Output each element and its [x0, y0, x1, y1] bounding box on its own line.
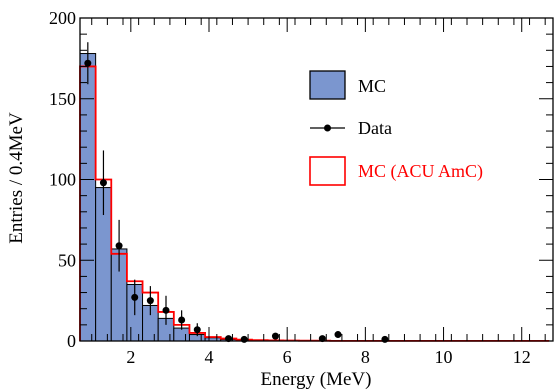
x-tick-label: 6 — [283, 347, 292, 367]
data-marker — [240, 335, 248, 343]
axis-ticks: 2 4 6 8 10 12 0 50 100 150 200 — [49, 8, 553, 367]
legend-mc-swatch — [309, 70, 346, 100]
data-marker — [162, 306, 170, 314]
y-tick-label: 0 — [67, 331, 76, 351]
data-point — [162, 295, 170, 325]
y-tick-label: 150 — [49, 89, 76, 109]
data-point — [381, 335, 389, 343]
data-marker — [381, 335, 389, 343]
data-marker — [115, 242, 123, 250]
data-marker — [99, 179, 107, 187]
mc-histogram — [79, 53, 550, 342]
x-axis-label: Energy (MeV) — [261, 369, 372, 390]
x-tick-label: 4 — [205, 347, 214, 367]
y-tick-label: 50 — [58, 250, 76, 270]
data-points — [84, 42, 389, 343]
data-marker — [178, 316, 186, 324]
data-point — [84, 42, 92, 85]
x-tick-label: 12 — [513, 347, 531, 367]
data-marker — [146, 297, 154, 305]
data-marker — [225, 335, 233, 343]
x-tick-label: 2 — [126, 347, 135, 367]
data-point — [131, 279, 139, 316]
data-marker — [131, 293, 139, 301]
mc-bar — [79, 53, 97, 342]
data-marker — [318, 335, 326, 343]
data-marker — [193, 326, 201, 334]
legend-red-swatch — [309, 156, 346, 186]
data-point — [193, 323, 201, 337]
data-marker — [334, 331, 342, 339]
legend-data-marker — [324, 124, 331, 132]
data-point — [318, 335, 326, 343]
legend-mc-label: MC — [358, 76, 386, 96]
x-tick-label: 8 — [361, 347, 370, 367]
data-point — [334, 331, 342, 339]
legend: MC Data MC (ACU AmC) — [309, 70, 483, 186]
data-point — [178, 310, 186, 330]
y-tick-label: 200 — [49, 8, 76, 28]
data-point — [99, 150, 107, 216]
data-marker — [84, 59, 92, 67]
data-point — [271, 332, 279, 340]
data-point — [225, 335, 233, 343]
legend-red-label: MC (ACU AmC) — [358, 161, 483, 182]
x-tick-label: 10 — [435, 347, 453, 367]
legend-data-label: Data — [358, 118, 392, 138]
data-point — [146, 286, 154, 316]
y-tick-label: 100 — [49, 170, 76, 190]
data-marker — [271, 332, 279, 340]
data-point — [115, 219, 123, 272]
mc-bar — [173, 327, 190, 342]
y-axis-label: Entries / 0.4MeV — [6, 112, 27, 244]
data-point — [240, 335, 248, 343]
